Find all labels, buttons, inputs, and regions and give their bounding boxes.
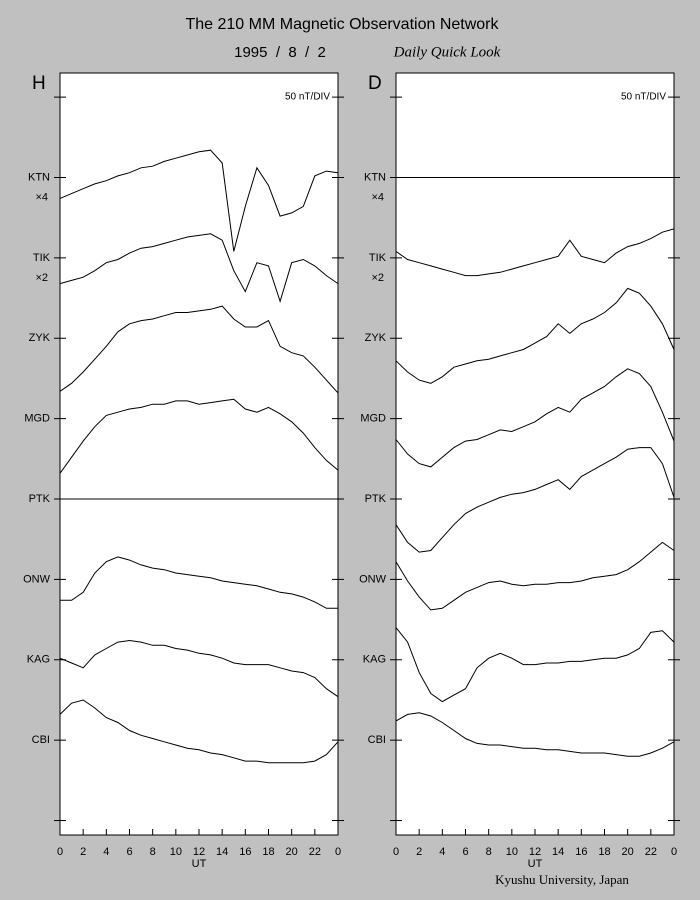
quick-look-label: Daily Quick Look (393, 44, 501, 60)
trace (395, 712, 675, 757)
scale-annotation: 50 nT/DIV (621, 92, 666, 103)
station-label: KTN (364, 171, 386, 183)
x-tick-label: 0 (393, 846, 399, 858)
station-label: ZYK (365, 332, 387, 344)
station-label: PTK (365, 493, 387, 505)
x-tick-label: 20 (622, 846, 634, 858)
trace (59, 149, 339, 252)
x-tick-label: 0 (57, 846, 63, 858)
trace (59, 398, 339, 474)
panel-label: D (368, 73, 382, 94)
trace (59, 233, 339, 303)
trace (60, 556, 338, 609)
trace (59, 639, 339, 698)
date: 1995 / 8 / 2 (234, 44, 326, 61)
x-tick-label: 6 (126, 846, 132, 858)
station-label: KAG (27, 654, 50, 666)
scale-annotation: 50 nT/DIV (285, 92, 330, 103)
x-tick-label: 18 (598, 846, 610, 858)
x-tick-label: 4 (439, 846, 445, 858)
trace (395, 541, 675, 611)
x-tick-label: 18 (262, 846, 274, 858)
station-label: ONW (23, 573, 51, 585)
scale-factor: ×4 (35, 191, 48, 203)
station-label: ZYK (29, 332, 51, 344)
x-tick-label: 16 (239, 846, 251, 858)
footer: Kyushu University, Japan (495, 872, 629, 887)
station-label: CBI (368, 734, 386, 746)
station-label: MGD (24, 413, 50, 425)
station-label: KAG (363, 654, 386, 666)
panel-label: H (32, 73, 46, 94)
plot-area (59, 72, 339, 836)
station-label: CBI (32, 734, 50, 746)
station-label: KTN (28, 171, 50, 183)
trace (395, 447, 675, 553)
title: The 210 MM Magnetic Observation Network (185, 16, 499, 33)
trace (395, 627, 675, 703)
x-axis-label: UT (528, 858, 543, 870)
station-label: ONW (359, 573, 387, 585)
x-tick-label: 14 (216, 846, 228, 858)
station-label: MGD (360, 413, 386, 425)
x-tick-label: 2 (416, 846, 422, 858)
x-tick-label: 14 (552, 846, 564, 858)
x-tick-label: 12 (529, 846, 541, 858)
scale-factor: ×4 (371, 191, 384, 203)
x-tick-label: 12 (193, 846, 205, 858)
station-label: TIK (33, 252, 51, 264)
x-tick-label: 2 (80, 846, 86, 858)
station-label: PTK (29, 493, 51, 505)
x-tick-label: 10 (506, 846, 518, 858)
scale-factor: ×2 (35, 272, 48, 284)
station-label: TIK (369, 252, 387, 264)
x-tick-label: 20 (286, 846, 298, 858)
trace (395, 228, 675, 277)
x-axis-label: UT (192, 858, 207, 870)
x-tick-label: 10 (170, 846, 182, 858)
x-tick-label: 22 (309, 846, 321, 858)
x-tick-label: 8 (486, 846, 492, 858)
x-tick-label: 16 (575, 846, 587, 858)
trace (59, 305, 339, 394)
x-tick-label: 22 (645, 846, 657, 858)
x-tick-label: 0 (671, 846, 677, 858)
trace (59, 699, 339, 764)
trace (395, 368, 675, 468)
trace (395, 287, 675, 384)
x-tick-label: 0 (335, 846, 341, 858)
scale-factor: ×2 (371, 272, 384, 284)
x-tick-label: 8 (150, 846, 156, 858)
plot-area (395, 72, 675, 836)
x-tick-label: 4 (103, 846, 109, 858)
x-tick-label: 6 (462, 846, 468, 858)
